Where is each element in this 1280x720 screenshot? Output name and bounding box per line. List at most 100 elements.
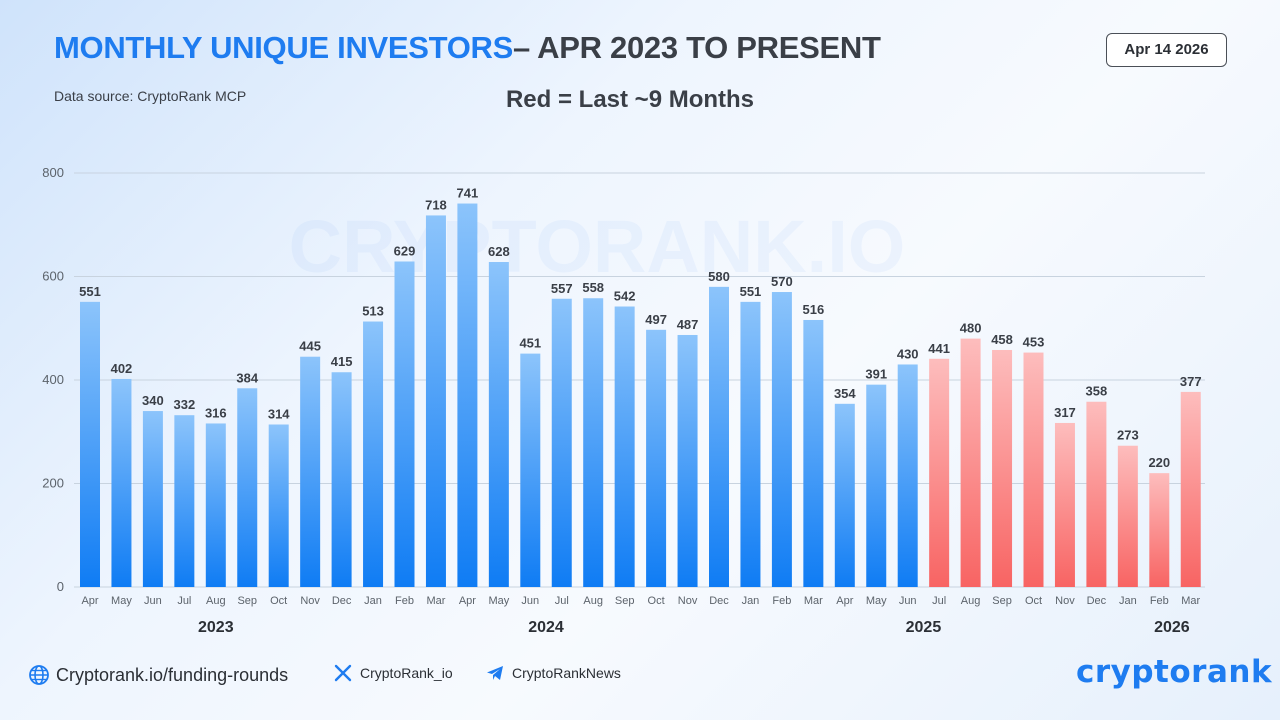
x-tick-label: Dec	[332, 595, 352, 607]
data-label: 542	[614, 289, 636, 304]
globe-icon	[29, 665, 49, 685]
data-label: 391	[865, 367, 887, 382]
data-label: 451	[519, 336, 541, 351]
data-label: 580	[708, 269, 730, 284]
data-label: 513	[362, 304, 384, 319]
bar	[363, 321, 384, 587]
x-tick-label: Dec	[1087, 595, 1107, 607]
x-tick-label: Jul	[932, 595, 946, 607]
bar	[1054, 422, 1075, 587]
y-tick-label: 400	[42, 372, 64, 387]
data-label: 741	[457, 186, 479, 201]
data-label: 430	[897, 346, 919, 361]
y-tick-label: 200	[42, 476, 64, 491]
bar	[834, 403, 855, 587]
data-label: 220	[1148, 455, 1170, 470]
title-accent: MONTHLY UNIQUE INVESTORS	[54, 30, 514, 65]
year-label: 2023	[198, 619, 234, 636]
bar	[520, 353, 541, 587]
bar	[929, 358, 950, 587]
x-tick-label: Feb	[1150, 595, 1169, 607]
footer-website[interactable]: Cryptorank.io/funding-rounds	[28, 664, 288, 686]
x-tick-label: Jan	[1119, 595, 1137, 607]
bar	[614, 306, 635, 587]
x-tick-label: Nov	[678, 595, 698, 607]
data-label: 358	[1086, 384, 1108, 399]
bar	[80, 301, 100, 587]
x-tick-label: Nov	[300, 595, 320, 607]
bar	[1117, 445, 1138, 587]
bar	[205, 423, 226, 587]
data-label: 516	[802, 302, 824, 317]
bar	[551, 298, 572, 587]
data-label: 551	[740, 284, 762, 299]
year-label: 2025	[906, 619, 942, 636]
x-tick-label: Aug	[583, 595, 603, 607]
telegram-icon	[487, 666, 503, 680]
data-label: 314	[268, 407, 290, 422]
year-label: 2024	[528, 619, 564, 636]
cryptorank-logo: cryptorank	[1076, 654, 1273, 690]
bar	[803, 319, 824, 587]
bar	[897, 364, 918, 587]
x-tick-label: Sep	[615, 595, 635, 607]
bar	[646, 329, 667, 587]
bar	[677, 334, 698, 587]
bar	[1180, 391, 1201, 587]
x-tick-label: Oct	[1025, 595, 1042, 607]
x-tick-label: May	[111, 595, 132, 607]
data-label: 354	[834, 386, 856, 401]
data-label: 628	[488, 244, 510, 259]
x-tick-label: Jan	[742, 595, 760, 607]
data-label: 402	[111, 361, 133, 376]
data-label: 316	[205, 405, 227, 420]
title-rest: – APR 2023 TO PRESENT	[513, 30, 881, 65]
bar	[394, 261, 415, 587]
data-label: 458	[991, 332, 1013, 347]
bar	[709, 286, 729, 587]
data-label: 718	[425, 197, 447, 212]
data-label: 377	[1180, 374, 1202, 389]
data-label: 453	[1023, 335, 1045, 350]
bar	[488, 262, 509, 587]
x-tick-label: Oct	[648, 595, 665, 607]
bar	[331, 372, 352, 587]
x-tick-label: Aug	[961, 595, 981, 607]
x-tick-label: Feb	[772, 595, 791, 607]
bar	[992, 349, 1013, 587]
x-tick-label: Apr	[459, 595, 476, 607]
x-tick-label: Apr	[836, 595, 853, 607]
bar	[740, 301, 761, 587]
footer-telegram[interactable]: CryptoRankNews	[486, 664, 621, 682]
bar	[866, 384, 887, 587]
bar	[1023, 352, 1044, 587]
footer-x-handle[interactable]: CryptoRank_io	[334, 664, 453, 682]
x-tick-label: Jun	[521, 595, 539, 607]
chart-title: MONTHLY UNIQUE INVESTORS– APR 2023 TO PR…	[54, 30, 881, 66]
x-tick-label: Mar	[804, 595, 823, 607]
bar	[1149, 473, 1170, 587]
bar	[457, 203, 478, 587]
y-tick-label: 0	[57, 579, 64, 594]
data-label: 629	[394, 243, 416, 258]
bar	[583, 298, 604, 587]
x-tick-label: Sep	[237, 595, 257, 607]
data-label: 441	[928, 341, 950, 356]
x-tick-label: Nov	[1055, 595, 1075, 607]
y-tick-label: 600	[42, 269, 64, 284]
year-label: 2026	[1154, 619, 1190, 636]
x-tick-label: Feb	[395, 595, 414, 607]
data-label: 570	[771, 274, 793, 289]
x-tick-label: Jun	[899, 595, 917, 607]
bar	[960, 338, 981, 587]
data-label: 445	[299, 339, 321, 354]
bar	[1086, 401, 1107, 587]
bar	[237, 388, 258, 587]
data-label: 558	[582, 280, 604, 295]
x-tick-label: Aug	[206, 595, 226, 607]
x-tick-label: May	[866, 595, 887, 607]
bar	[174, 415, 195, 587]
data-label: 487	[677, 317, 699, 332]
x-tick-label: Mar	[426, 595, 445, 607]
